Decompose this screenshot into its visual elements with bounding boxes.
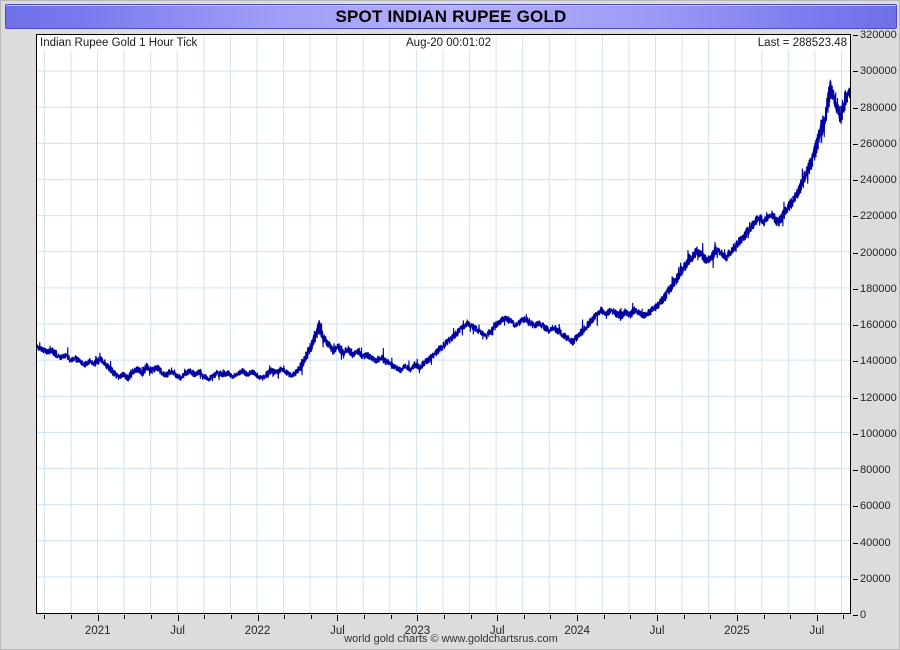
y-axis-tick-mark <box>853 361 858 363</box>
x-axis-minor-tick-mark <box>150 615 152 619</box>
x-axis-tick-mark <box>657 615 659 621</box>
x-axis-minor-tick-mark <box>310 615 312 619</box>
x-axis-tick-mark <box>257 615 259 621</box>
price-line-series <box>37 79 850 382</box>
y-axis-tick-label: 320000 <box>860 29 897 41</box>
x-axis-tick-mark <box>417 615 419 621</box>
y-axis-tick-label: 100000 <box>860 427 897 440</box>
footer-credit: world gold charts © www.goldchartsrus.co… <box>344 633 558 645</box>
y-axis-tick-label: 40000 <box>860 536 891 549</box>
y-axis-tick-mark <box>853 470 858 471</box>
x-axis-minor-tick-mark <box>284 615 286 619</box>
x-axis-minor-tick-mark <box>710 615 712 619</box>
x-axis-minor-tick-mark <box>790 615 792 619</box>
y-axis-tick-label: 0 <box>860 609 867 621</box>
x-axis-tick-mark <box>97 615 99 621</box>
x-axis-minor-tick-mark <box>550 615 552 619</box>
y-axis-tick-mark <box>853 107 858 109</box>
y-axis-tick-label: 60000 <box>860 500 891 513</box>
y-axis-tick-label: 120000 <box>860 391 897 404</box>
y-axis-tick-mark <box>853 615 858 616</box>
y-axis-tick-label: 260000 <box>860 137 897 150</box>
x-axis-tick-label: Jul <box>649 625 665 637</box>
x-axis-tick-mark <box>577 615 579 621</box>
y-axis-tick-label: 80000 <box>860 464 891 476</box>
x-axis-minor-tick-mark <box>443 615 445 619</box>
y-axis-tick-mark <box>853 578 858 580</box>
x-axis-minor-tick-mark <box>763 615 765 619</box>
x-axis-tick-mark <box>177 615 179 621</box>
x-axis-tick-label: 2021 <box>84 625 111 637</box>
x-axis-minor-tick-mark <box>390 615 392 619</box>
chart-gridlines <box>37 35 850 613</box>
y-axis-tick-label: 280000 <box>860 101 897 114</box>
y-axis-tick-mark <box>853 216 858 218</box>
x-axis-minor-tick-mark <box>683 615 685 619</box>
x-axis-tick-label: Jul <box>809 625 825 637</box>
x-axis: 2021 Jul 2022 Jul 2023 Jul 2024 Jul 2025 Jul <box>36 615 852 641</box>
x-axis-minor-tick-mark <box>523 615 525 619</box>
x-axis-minor-tick-mark <box>124 615 126 619</box>
x-axis-tick-mark <box>736 615 738 621</box>
x-axis-tick-label: Jul <box>489 625 505 637</box>
y-axis-tick-mark <box>853 288 858 290</box>
x-axis-minor-tick-mark <box>843 615 845 619</box>
x-axis-minor-tick-mark <box>603 615 605 619</box>
x-axis-minor-tick-mark <box>630 615 632 619</box>
y-axis-tick-label: 300000 <box>860 65 897 78</box>
x-axis-tick-mark <box>337 615 339 621</box>
window-title-bar: SPOT INDIAN RUPEE GOLD <box>5 4 897 29</box>
x-axis-tick-label: 2024 <box>564 625 590 637</box>
y-axis-tick-mark <box>853 71 858 73</box>
y-axis-tick-label: 140000 <box>860 355 897 368</box>
x-axis-minor-tick-mark <box>204 615 206 619</box>
y-axis-tick-mark <box>853 35 858 36</box>
x-axis-tick-label: 2023 <box>404 625 431 637</box>
datetime-label: Aug-20 00:01:02 <box>405 37 493 50</box>
y-axis: 320000 300000 280000 260000 240000 220000 2000… <box>853 29 900 621</box>
y-axis-tick-mark <box>853 143 858 145</box>
y-axis-tick-mark <box>853 325 858 326</box>
x-axis-minor-tick-mark <box>230 615 232 619</box>
y-axis-tick-mark <box>853 397 858 399</box>
series-label: Indian Rupee Gold 1 Hour Tick <box>39 37 199 50</box>
x-axis-tick-mark <box>497 615 499 621</box>
x-axis-tick-label: 2025 <box>724 625 750 637</box>
y-axis-tick-mark <box>853 506 858 508</box>
x-axis-tick-mark <box>816 615 818 621</box>
x-axis-minor-tick-mark <box>470 615 472 619</box>
x-axis-tick-label: 2022 <box>244 625 271 637</box>
page-title: SPOT INDIAN RUPEE GOLD <box>335 6 567 26</box>
y-axis-tick-label: 220000 <box>860 210 897 223</box>
x-axis-minor-tick-mark <box>364 615 366 619</box>
y-axis-tick-mark <box>853 542 858 544</box>
y-axis-tick-label: 180000 <box>860 282 897 295</box>
y-axis-tick-label: 20000 <box>860 572 891 585</box>
x-axis-tick-label: Jul <box>330 625 345 637</box>
y-axis-tick-label: 240000 <box>860 174 897 186</box>
y-axis-tick-label: 200000 <box>860 246 897 259</box>
x-axis-minor-tick-mark <box>71 615 73 619</box>
y-axis-tick-mark <box>853 180 858 181</box>
chart-plot-area[interactable]: Indian Rupee Gold 1 Hour Tick Aug-20 00:… <box>36 34 851 614</box>
last-price-label: Last = 288523.48 <box>756 37 848 50</box>
y-axis-tick-mark <box>853 433 858 435</box>
x-axis-minor-tick-mark <box>44 615 46 619</box>
y-axis-tick-label: 160000 <box>860 319 897 331</box>
y-axis-tick-mark <box>853 252 858 254</box>
x-axis-tick-label: Jul <box>170 625 185 637</box>
